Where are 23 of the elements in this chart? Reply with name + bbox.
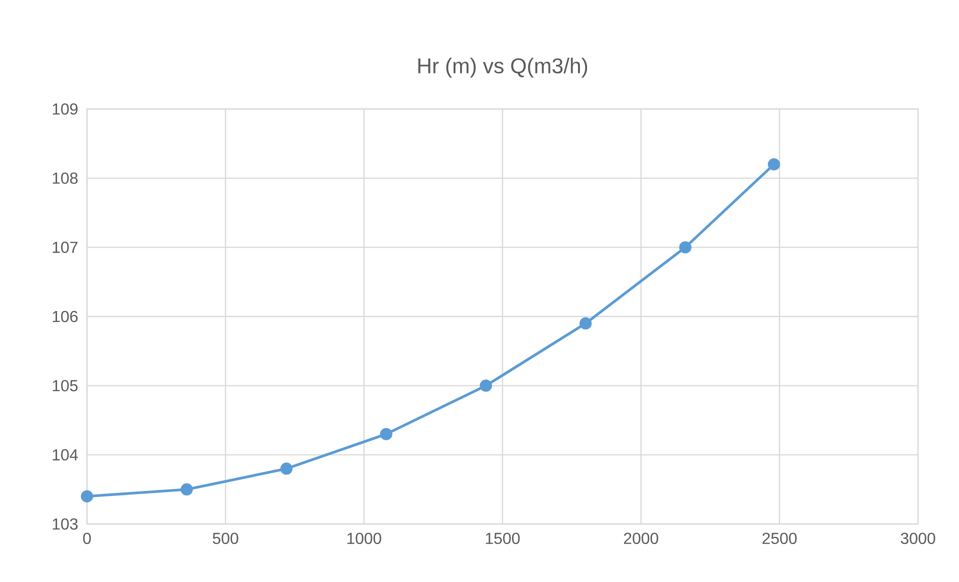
x-tick-label: 2500 — [762, 532, 797, 544]
point — [579, 317, 592, 330]
point — [679, 241, 692, 254]
y-tick-label: 103 — [52, 518, 78, 530]
y-tick-label: 109 — [52, 103, 78, 115]
point — [280, 462, 293, 475]
point — [380, 428, 392, 440]
y-tick-label: 105 — [52, 380, 78, 392]
point — [180, 483, 193, 496]
y-tick-label: 108 — [52, 172, 78, 184]
y-tick-label: 107 — [52, 242, 78, 253]
x-tick-label: 3000 — [900, 532, 936, 544]
point — [80, 490, 94, 502]
x-tick-label: 1500 — [486, 532, 520, 544]
x-tick-label: 0 — [83, 532, 91, 544]
chart-title: Hr (m) vs Q(m3/h) — [418, 58, 588, 78]
y-tick-label: 106 — [52, 310, 78, 322]
x-tick-label: 500 — [212, 532, 238, 544]
point — [480, 380, 492, 392]
x-tick-label: 2000 — [624, 532, 658, 544]
point — [768, 158, 780, 170]
x-tick-label: 1000 — [347, 532, 382, 544]
y-tick-label: 104 — [52, 449, 78, 460]
